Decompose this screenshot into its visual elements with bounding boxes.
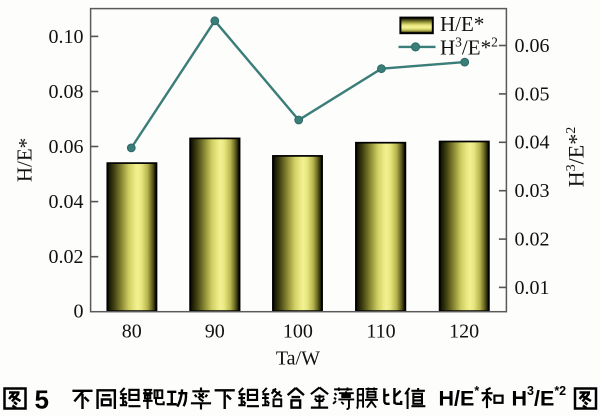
svg-text:110: 110 [366, 320, 395, 342]
svg-text:90: 90 [205, 320, 225, 342]
svg-text:100: 100 [283, 320, 313, 342]
svg-text:H3/E*2: H3/E*2 [440, 35, 498, 60]
svg-text:0.08: 0.08 [49, 81, 84, 103]
svg-text:Ta/W: Ta/W [276, 347, 320, 369]
svg-text:5: 5 [35, 385, 49, 415]
svg-text:0.02: 0.02 [515, 229, 550, 251]
svg-text:0.06: 0.06 [515, 35, 550, 57]
svg-text:0: 0 [74, 300, 84, 322]
svg-text:120: 120 [449, 320, 479, 342]
svg-text:0.03: 0.03 [515, 180, 550, 202]
svg-text:0.10: 0.10 [49, 26, 84, 48]
svg-text:0.04: 0.04 [515, 132, 550, 154]
svg-text:H3/E*2: H3/E*2 [512, 384, 567, 411]
svg-text:80: 80 [122, 320, 142, 342]
svg-text:0.01: 0.01 [515, 277, 550, 299]
svg-text:H/E*: H/E* [13, 138, 39, 182]
svg-text:0.06: 0.06 [49, 136, 84, 158]
svg-text:H3/E*2: H3/E*2 [564, 127, 589, 187]
svg-text:0.04: 0.04 [49, 191, 84, 213]
svg-text:H/E*: H/E* [440, 12, 484, 36]
svg-text:H/E*: H/E* [439, 384, 480, 411]
svg-text:0.02: 0.02 [49, 246, 84, 268]
svg-text:0.05: 0.05 [515, 83, 550, 105]
